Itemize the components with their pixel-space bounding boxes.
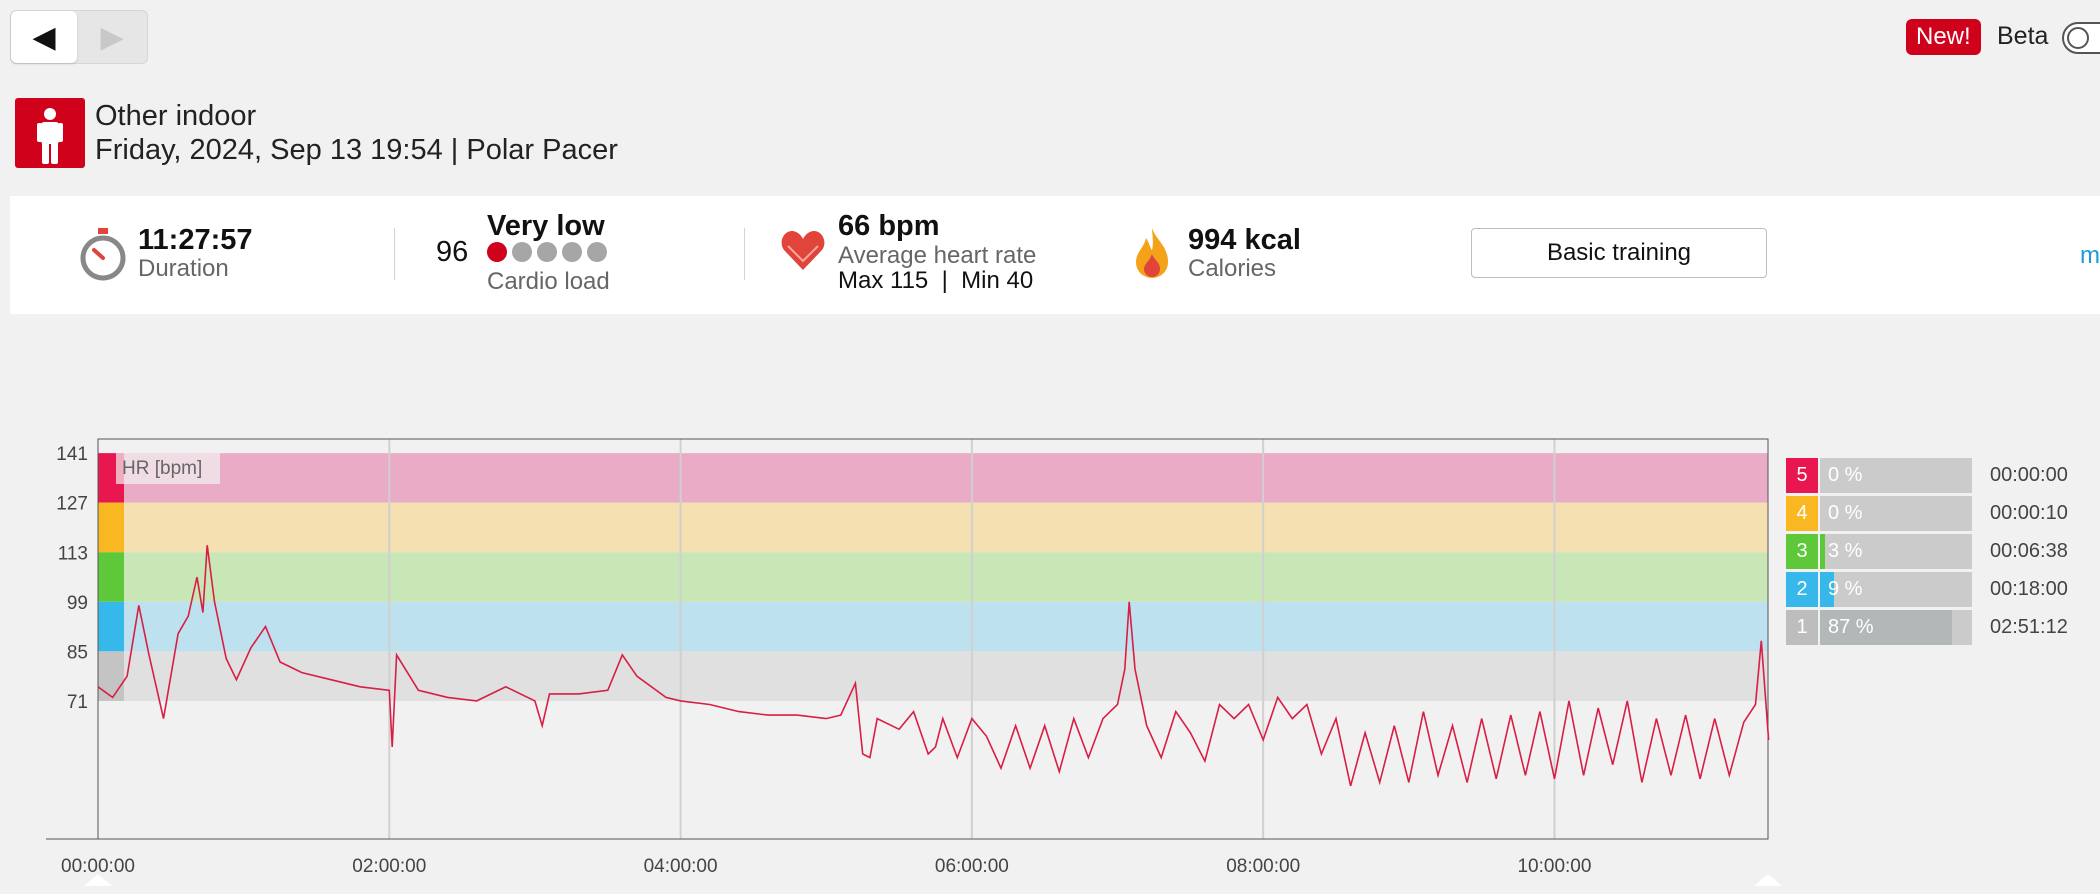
zone-bar: 0 % — [1820, 458, 1972, 493]
calories-value: 994 kcal — [1188, 224, 1301, 256]
zone-percent: 87 % — [1828, 616, 1874, 638]
zone-marker-2 — [98, 601, 124, 652]
back-button[interactable]: ◀ — [11, 11, 77, 63]
zone-band-3 — [98, 552, 1768, 602]
y-tick-label: 71 — [67, 692, 88, 713]
heart-rate-chart[interactable]: 141 127 113 99 85 71 00:00:00 02:00:00 04:00:00… — [0, 420, 1790, 894]
y-tick-label: 127 — [56, 494, 88, 515]
zone-bar-fill — [1820, 534, 1825, 569]
zone-band-4 — [98, 502, 1768, 553]
heart-rate-max-min: Max 115 | Min 40 — [838, 267, 1034, 294]
summary-bar: 11:27:57 Duration 96 Very low Cardio loa… — [10, 196, 2100, 314]
zone-time: 00:06:38 — [1990, 540, 2068, 562]
range-handle-right[interactable] — [1754, 874, 1782, 886]
forward-button[interactable]: ▶ — [79, 11, 145, 63]
zone-percent: 0 % — [1828, 502, 1863, 524]
zone-band-2 — [98, 601, 1768, 652]
zone-number: 1 — [1786, 610, 1818, 645]
cardio-load-dot — [587, 242, 607, 262]
sport-person-icon — [15, 98, 85, 168]
zone-bar: 3 % — [1820, 534, 1972, 569]
zone-row-1: 1 87 % — [1786, 610, 1972, 645]
zone-marker-3 — [98, 552, 124, 602]
range-handle-left[interactable] — [84, 874, 112, 886]
plot-border — [97, 438, 1769, 840]
zone-percent: 0 % — [1828, 464, 1863, 486]
zone-row-5: 5 0 % — [1786, 458, 1972, 493]
zone-bar: 87 % — [1820, 610, 1972, 645]
zone-bar: 9 % — [1820, 572, 1972, 607]
cardio-load-dot — [537, 242, 557, 262]
divider — [394, 228, 395, 280]
zone-row-4: 4 0 % — [1786, 496, 1972, 531]
zone-number: 5 — [1786, 458, 1818, 493]
cardio-load-dot — [487, 242, 507, 262]
x-tick-label: 08:00:00 — [1226, 856, 1300, 877]
zone-band-5 — [98, 453, 1768, 503]
y-tick-label: 113 — [58, 543, 88, 564]
more-link[interactable]: mo — [2080, 242, 2100, 269]
zone-row-3: 3 3 % — [1786, 534, 1972, 569]
zone-time: 00:18:00 — [1990, 578, 2068, 600]
zone-number: 3 — [1786, 534, 1818, 569]
beta-label: Beta — [1997, 22, 2049, 50]
y-tick-label: 99 — [67, 593, 88, 614]
new-badge: New! — [1906, 19, 1981, 55]
zone-band-1 — [98, 651, 1768, 701]
stopwatch-icon — [78, 226, 128, 287]
x-tick-label: 10:00:00 — [1517, 856, 1591, 877]
x-tick-label: 06:00:00 — [935, 856, 1009, 877]
divider — [744, 228, 745, 280]
duration-label: Duration — [138, 255, 229, 282]
cardio-load-dots — [487, 242, 612, 267]
duration-value: 11:27:57 — [138, 224, 253, 256]
back-arrow-icon: ◀ — [32, 20, 56, 54]
cardio-load-dot — [562, 242, 582, 262]
beta-toggle[interactable] — [2062, 22, 2100, 54]
zone-percent: 9 % — [1828, 578, 1863, 600]
basic-training-button[interactable]: Basic training — [1471, 228, 1767, 278]
toggle-knob — [2067, 27, 2089, 49]
history-nav: ◀ ▶ — [10, 10, 148, 64]
cardio-load-level: Very low — [487, 210, 605, 242]
zone-row-2: 2 9 % — [1786, 572, 1972, 607]
zone-percent: 3 % — [1828, 540, 1863, 562]
cardio-load-number: 96 — [436, 236, 469, 268]
sport-name: Other indoor — [95, 100, 257, 132]
x-tick-label: 00:00:00 — [61, 856, 135, 877]
legend-label: HR [bpm] — [122, 458, 202, 479]
zone-time: 02:51:12 — [1990, 616, 2068, 638]
heart-rate-avg-value: 66 bpm — [838, 210, 940, 242]
heart-rate-avg-label: Average heart rate — [838, 242, 1037, 269]
zone-marker-1 — [98, 651, 124, 701]
heart-rate-series — [97, 545, 1770, 787]
zone-bar: 0 % — [1820, 496, 1972, 531]
zone-number: 2 — [1786, 572, 1818, 607]
y-tick-label: 141 — [56, 444, 88, 465]
cardio-load-dot — [512, 242, 532, 262]
x-tick-label: 02:00:00 — [352, 856, 426, 877]
heart-icon — [780, 228, 826, 277]
y-tick-label: 85 — [67, 642, 88, 663]
zone-time: 00:00:00 — [1990, 464, 2068, 486]
x-tick-label: 04:00:00 — [644, 856, 718, 877]
session-date-device: Friday, 2024, Sep 13 19:54 | Polar Pacer — [95, 134, 618, 166]
cardio-load-label: Cardio load — [487, 268, 610, 295]
zone-time: 00:00:10 — [1990, 502, 2068, 524]
flame-icon — [1132, 226, 1172, 285]
legend-box — [116, 450, 220, 484]
zone-bar-fill — [1820, 610, 1953, 645]
zone-number: 4 — [1786, 496, 1818, 531]
calories-label: Calories — [1188, 255, 1277, 282]
zone-bar-fill — [1820, 572, 1834, 607]
forward-arrow-icon: ▶ — [100, 20, 124, 54]
zone-marker-4 — [98, 502, 124, 553]
